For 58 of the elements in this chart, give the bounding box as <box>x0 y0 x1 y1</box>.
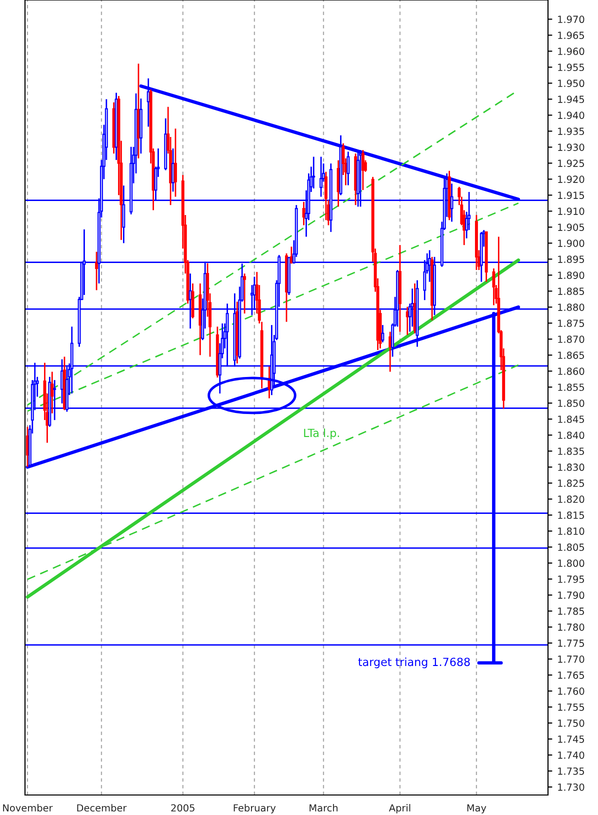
y-tick-label: 1.895 <box>558 256 584 263</box>
y-tick-label: 1.740 <box>558 751 584 759</box>
x-tick-label: February <box>234 804 276 814</box>
y-tick-label: 1.835 <box>558 448 584 455</box>
y-tick-label: 1.915 <box>558 192 584 199</box>
y-tick-label: 1.790 <box>558 592 584 599</box>
y-tick-label: 1.765 <box>558 672 584 679</box>
y-tick-label: 1.780 <box>558 624 584 631</box>
y-tick-label: 1.965 <box>558 32 584 40</box>
y-tick-label: 1.830 <box>558 464 584 471</box>
y-tick-label: 1.775 <box>558 640 584 647</box>
y-tick-label: 1.935 <box>558 128 584 135</box>
y-tick-label: 1.920 <box>558 176 584 183</box>
y-tick-label: 1.900 <box>558 240 584 247</box>
y-tick-label: 1.955 <box>558 64 584 72</box>
y-tick-label: 1.810 <box>558 528 584 535</box>
y-tick-label: 1.940 <box>558 112 584 120</box>
y-tick-label: 1.825 <box>558 480 584 487</box>
y-tick-label: 1.850 <box>558 400 584 407</box>
y-tick-label: 1.885 <box>558 288 584 295</box>
y-tick-label: 1.870 <box>558 336 584 343</box>
y-tick-label: 1.960 <box>558 48 584 56</box>
x-tick-label: May <box>467 804 486 814</box>
y-tick-label: 1.735 <box>558 767 584 775</box>
annotation: target triang 1.7688 <box>358 657 470 668</box>
x-tick-label: November <box>3 804 53 812</box>
y-tick-label: 1.805 <box>558 544 584 551</box>
series-label: LTa l.p. <box>304 428 339 440</box>
y-tick-label: 1.730 <box>558 783 584 791</box>
y-tick-label: 1.890 <box>558 272 584 279</box>
y-tick-label: 1.925 <box>558 160 584 167</box>
x-tick-label: April <box>388 804 410 814</box>
y-tick-label: 1.970 <box>558 16 584 24</box>
y-tick-label: 1.950 <box>558 80 584 88</box>
y-tick-label: 1.905 <box>558 224 584 231</box>
y-tick-label: 1.875 <box>558 320 584 327</box>
y-tick-label: 1.820 <box>558 496 584 503</box>
y-tick-label: 1.815 <box>558 512 584 519</box>
x-tick-label: December <box>77 804 127 812</box>
y-tick-label: 1.750 <box>558 719 584 727</box>
x-tick-label: 2005 <box>171 804 194 812</box>
y-tick-label: 1.770 <box>558 656 584 663</box>
y-tick-label: 1.860 <box>558 368 584 375</box>
y-tick-label: 1.845 <box>558 416 584 423</box>
y-tick-label: 1.880 <box>558 304 584 311</box>
y-tick-label: 1.865 <box>558 352 584 359</box>
y-tick-label: 1.755 <box>558 704 584 711</box>
y-tick-label: 1.855 <box>558 384 584 391</box>
y-tick-label: 1.930 <box>558 144 584 151</box>
y-tick-label: 1.795 <box>558 576 584 583</box>
y-tick-label: 1.745 <box>558 736 584 743</box>
y-tick-label: 1.840 <box>558 432 584 439</box>
y-tick-label: 1.910 <box>558 208 584 215</box>
x-tick-label: March <box>310 804 338 812</box>
y-tick-label: 1.800 <box>558 560 584 567</box>
y-tick-label: 1.945 <box>558 96 584 104</box>
y-tick-label: 1.785 <box>558 608 584 615</box>
y-tick-label: 1.760 <box>558 688 584 695</box>
